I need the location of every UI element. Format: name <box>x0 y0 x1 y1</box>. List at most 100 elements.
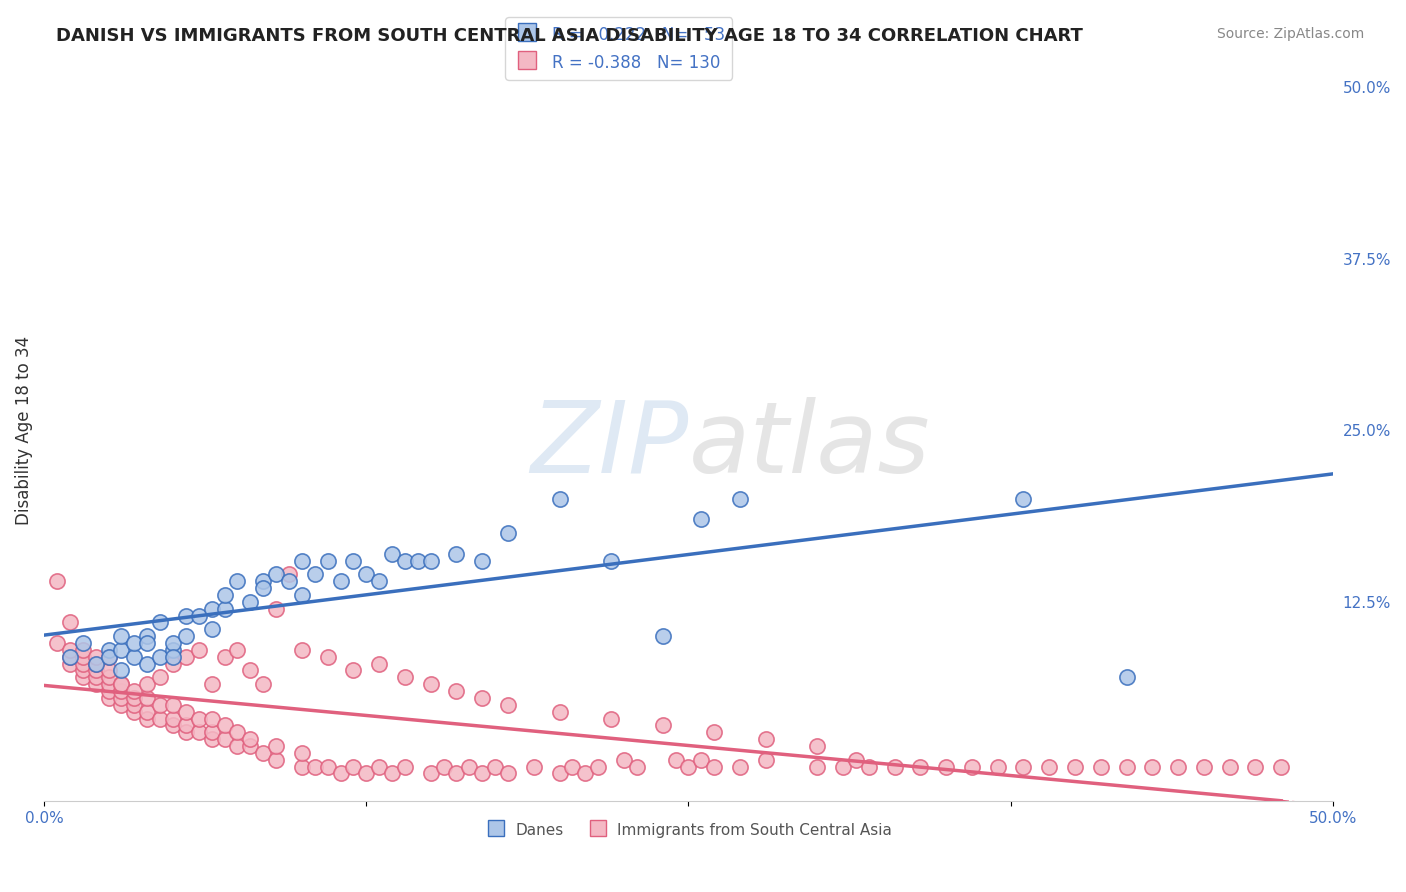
Point <box>755 732 778 747</box>
Point <box>72 643 94 657</box>
Point <box>548 766 571 780</box>
Y-axis label: Disability Age 18 to 34: Disability Age 18 to 34 <box>15 335 32 524</box>
Point <box>252 581 274 595</box>
Point <box>97 690 120 705</box>
Point <box>446 684 468 698</box>
Point <box>858 759 880 773</box>
Point <box>201 732 224 747</box>
Point <box>291 554 314 568</box>
Point <box>433 759 456 773</box>
Point <box>471 554 494 568</box>
Point <box>84 657 107 671</box>
Point <box>342 759 364 773</box>
Point <box>586 759 609 773</box>
Point <box>136 677 159 691</box>
Point <box>264 601 287 615</box>
Point <box>110 698 132 712</box>
Point <box>136 712 159 726</box>
Point <box>136 705 159 719</box>
Point <box>149 615 172 630</box>
Point <box>600 712 623 726</box>
Point <box>84 657 107 671</box>
Point <box>149 649 172 664</box>
Point <box>72 670 94 684</box>
Point <box>1192 759 1215 773</box>
Point <box>458 759 481 773</box>
Point <box>368 759 391 773</box>
Point <box>59 615 82 630</box>
Point <box>613 753 636 767</box>
Point <box>329 766 352 780</box>
Point <box>124 698 146 712</box>
Point <box>174 629 197 643</box>
Point <box>496 698 519 712</box>
Point <box>316 759 339 773</box>
Point <box>226 643 249 657</box>
Point <box>187 725 209 739</box>
Point <box>368 657 391 671</box>
Point <box>381 766 404 780</box>
Point <box>419 554 441 568</box>
Point <box>226 574 249 589</box>
Point <box>72 657 94 671</box>
Point <box>110 690 132 705</box>
Point <box>226 739 249 753</box>
Point <box>1244 759 1267 773</box>
Point <box>496 526 519 541</box>
Point <box>278 574 301 589</box>
Point <box>728 759 751 773</box>
Point <box>149 670 172 684</box>
Point <box>755 753 778 767</box>
Point <box>1270 759 1292 773</box>
Point <box>201 622 224 636</box>
Point <box>162 718 184 732</box>
Point <box>110 643 132 657</box>
Point <box>84 677 107 691</box>
Point <box>406 554 429 568</box>
Point <box>1167 759 1189 773</box>
Point <box>419 766 441 780</box>
Point <box>187 712 209 726</box>
Point <box>59 657 82 671</box>
Point <box>883 759 905 773</box>
Point <box>149 712 172 726</box>
Point <box>394 554 416 568</box>
Point <box>124 649 146 664</box>
Point <box>304 759 326 773</box>
Point <box>471 766 494 780</box>
Point <box>84 670 107 684</box>
Point <box>97 649 120 664</box>
Point <box>910 759 932 773</box>
Text: Source: ZipAtlas.com: Source: ZipAtlas.com <box>1216 27 1364 41</box>
Point <box>561 759 583 773</box>
Point <box>226 725 249 739</box>
Point <box>149 698 172 712</box>
Point <box>832 759 855 773</box>
Point <box>264 739 287 753</box>
Point <box>678 759 700 773</box>
Point <box>214 601 236 615</box>
Point <box>97 677 120 691</box>
Point <box>201 677 224 691</box>
Point <box>239 664 262 678</box>
Point <box>1142 759 1164 773</box>
Point <box>239 732 262 747</box>
Point <box>523 759 546 773</box>
Point <box>136 690 159 705</box>
Point <box>329 574 352 589</box>
Point <box>278 567 301 582</box>
Point <box>214 718 236 732</box>
Point <box>987 759 1010 773</box>
Point <box>446 547 468 561</box>
Point <box>690 753 713 767</box>
Point <box>72 636 94 650</box>
Point <box>174 718 197 732</box>
Point <box>291 759 314 773</box>
Point <box>368 574 391 589</box>
Point <box>484 759 506 773</box>
Point <box>356 567 378 582</box>
Point <box>201 725 224 739</box>
Point <box>626 759 648 773</box>
Point <box>651 718 673 732</box>
Point <box>574 766 596 780</box>
